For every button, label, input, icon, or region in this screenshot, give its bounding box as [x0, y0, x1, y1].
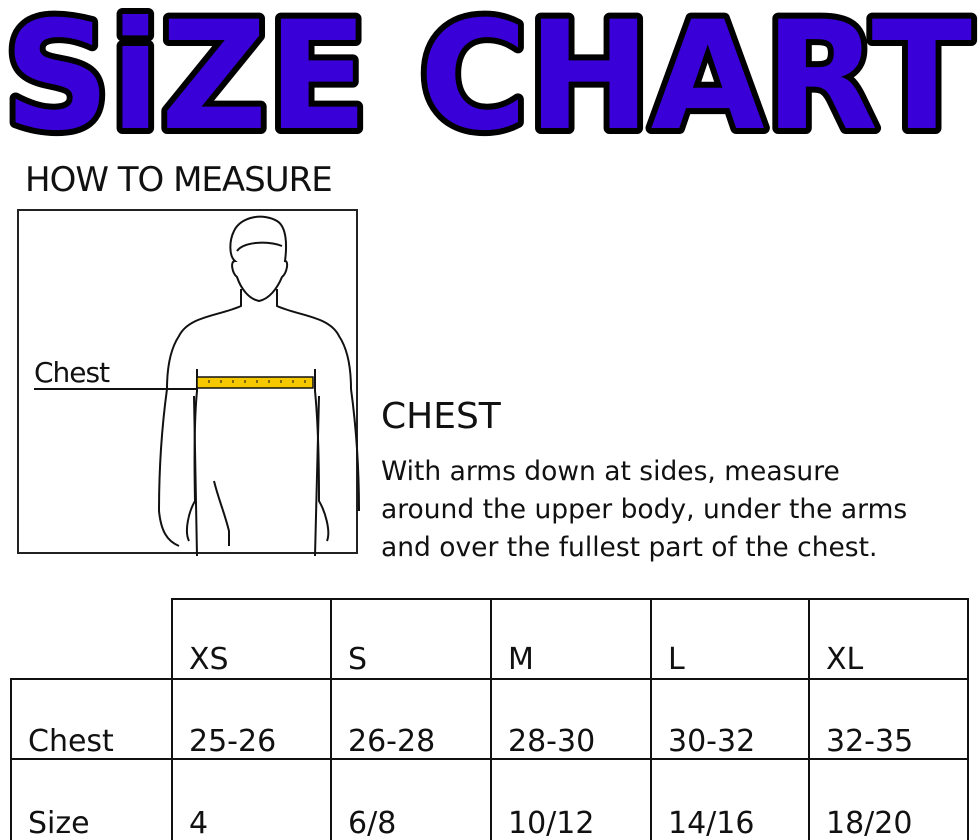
- header-cell-text: XL: [826, 642, 864, 677]
- table-cell: 18/20: [808, 758, 969, 840]
- chest-label: Chest: [34, 356, 110, 389]
- row-label-cell: Chest: [10, 678, 173, 760]
- table-cell: 10/12: [490, 758, 652, 840]
- header-cell-text: XS: [189, 642, 229, 677]
- body-outline-illustration: [34, 215, 360, 556]
- title-logo: SiZE CHART: [0, 0, 978, 150]
- table-cell-text: 32-35: [826, 724, 914, 759]
- chest-heading: CHEST: [381, 396, 501, 437]
- how-to-measure-heading: HOW TO MEASURE: [25, 160, 333, 200]
- table-cell: 32-35: [808, 678, 969, 760]
- table-cell-text: 26-28: [348, 724, 436, 759]
- table-cell-text: 14/16: [668, 806, 755, 840]
- table-cell: 30-32: [650, 678, 810, 760]
- header-cell: XL: [808, 598, 969, 680]
- table-cell: 26-28: [330, 678, 492, 760]
- table-cell-text: 28-30: [508, 724, 596, 759]
- instruction-line: and over the fullest part of the chest.: [381, 532, 878, 563]
- table-cell: 6/8: [330, 758, 492, 840]
- header-cell: XS: [171, 598, 332, 680]
- title-text: SiZE CHART: [4, 0, 972, 150]
- measure-figure: Chest: [17, 209, 360, 556]
- instruction-line: With arms down at sides, measure: [381, 456, 840, 487]
- header-cell-text: S: [348, 642, 368, 677]
- table-cell-text: 6/8: [348, 806, 397, 840]
- table-cell-text: 18/20: [826, 806, 913, 840]
- row-label-cell: Size: [10, 758, 173, 840]
- table-cell-text: 25-26: [189, 724, 277, 759]
- table-cell: 4: [171, 758, 332, 840]
- table-cell: 25-26: [171, 678, 332, 760]
- table-cell: 14/16: [650, 758, 810, 840]
- table-cell-text: 30-32: [668, 724, 756, 759]
- table-cell: 28-30: [490, 678, 652, 760]
- header-cell: S: [330, 598, 492, 680]
- row-label-cell-text: Chest: [28, 724, 114, 759]
- instruction-line: around the upper body, under the arms: [381, 494, 908, 525]
- table-cell-text: 4: [189, 806, 209, 840]
- header-cell-text: M: [508, 642, 534, 677]
- header-cell: L: [650, 598, 810, 680]
- header-cell-text: L: [668, 642, 685, 677]
- header-cell: M: [490, 598, 652, 680]
- chest-instructions: With arms down at sides, measure around …: [381, 453, 978, 567]
- row-label-cell-text: Size: [28, 806, 90, 840]
- table-cell-text: 10/12: [508, 806, 595, 840]
